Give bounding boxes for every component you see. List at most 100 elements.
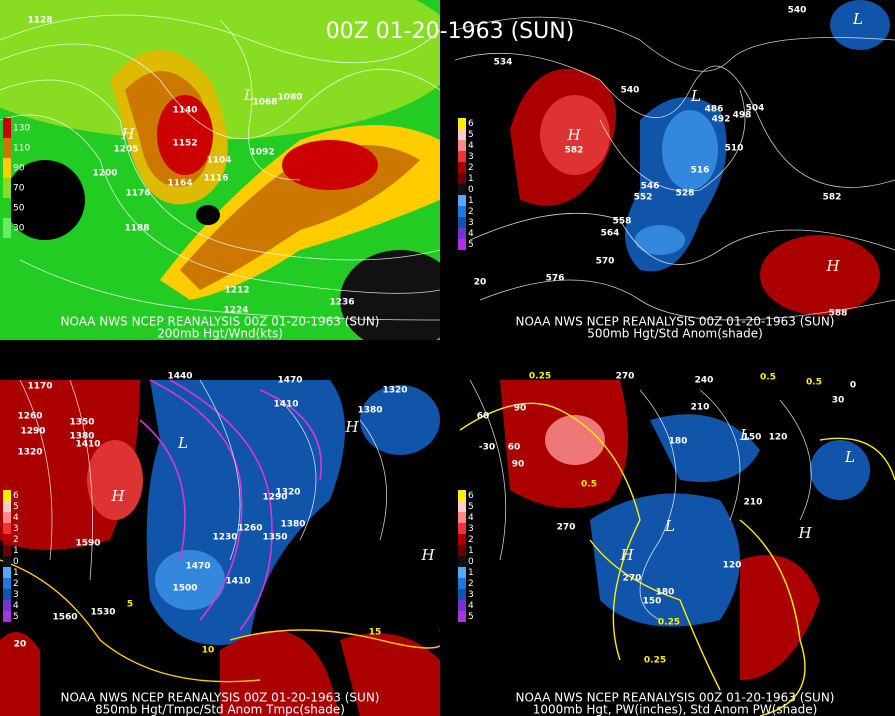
contour-label: 1170 (27, 382, 52, 392)
contour-label: 60 (477, 412, 490, 422)
scale-label: 1 (13, 568, 19, 578)
scale-swatch (458, 195, 466, 206)
contour-label: 1152 (172, 139, 197, 149)
scale-swatch (3, 501, 11, 512)
scale-label: 6 (468, 119, 474, 129)
scale-label: 4 (13, 513, 19, 523)
scale-swatch (458, 129, 466, 140)
contour-label: 210 (744, 498, 763, 508)
contour-label: 588 (829, 309, 848, 319)
scale-swatch (3, 556, 11, 567)
contour-label: 0.25 (658, 618, 680, 628)
scale-swatch (3, 178, 11, 198)
contour-label: 486 (705, 105, 724, 115)
contour-label: 1500 (172, 584, 197, 594)
pressure-center: H (120, 125, 135, 143)
scale-swatch (3, 523, 11, 534)
contour-label: 582 (565, 146, 584, 156)
panel-1000mb-shading (455, 372, 895, 716)
panel-caption: 1000mb Hgt, PW(inches), Std Anom PW(shad… (533, 703, 818, 716)
scale-label: 6 (468, 491, 474, 501)
contour-label: 498 (733, 111, 752, 121)
scale-label: 4 (468, 601, 474, 611)
contour-label: 0 (850, 381, 856, 391)
scale-swatch (458, 578, 466, 589)
scale-label: 1 (468, 568, 474, 578)
scale-label: 3 (468, 524, 474, 534)
contour-label: 1320 (275, 488, 300, 498)
scale-label: 5 (468, 612, 474, 622)
scale-swatch (3, 545, 11, 556)
contour-label: 270 (557, 523, 576, 533)
contour-label: 582 (823, 193, 842, 203)
pressure-center: L (690, 87, 701, 105)
scale-swatch (458, 490, 466, 501)
scale-swatch (3, 512, 11, 523)
contour-label: 1128 (27, 16, 52, 26)
scale-swatch (3, 611, 11, 622)
contour-label: 1260 (17, 412, 42, 422)
contour-label: 1350 (69, 418, 94, 428)
scale-swatch (3, 589, 11, 600)
contour-label: 1205 (113, 145, 138, 155)
contour-label: 558 (613, 217, 632, 227)
scale-swatch (458, 556, 466, 567)
scale-label: 5 (468, 502, 474, 512)
scale-label: 1 (13, 546, 19, 556)
contour-label: 0.25 (529, 372, 551, 382)
contour-label: 150 (743, 433, 762, 443)
contour-label: 15 (369, 628, 382, 638)
contour-label: 90 (512, 460, 525, 470)
pressure-center: L (844, 448, 855, 466)
scale-label: 0 (468, 185, 474, 195)
pressure-center: L (852, 10, 863, 28)
contour-label: 10 (202, 646, 215, 656)
contour-label: 1236 (329, 298, 354, 308)
contour-label: 510 (725, 144, 744, 154)
contour-label: 1230 (212, 533, 237, 543)
scale-swatch (458, 545, 466, 556)
scale-swatch (3, 600, 11, 611)
contour-label: 1350 (262, 533, 287, 543)
panel-caption: 500mb Hgt/Std Anom(shade) (587, 327, 763, 341)
scale-swatch (458, 184, 466, 195)
scale-label: 2 (13, 535, 19, 545)
pressure-center: H (566, 126, 581, 144)
scale-swatch (458, 217, 466, 228)
scale-label: 4 (468, 513, 474, 523)
scale-label: 90 (13, 164, 25, 174)
contour-label: 60 (508, 443, 521, 453)
contour-label: 1164 (167, 179, 192, 189)
scale-swatch (458, 600, 466, 611)
scale-label: 130 (13, 124, 30, 134)
scale-label: 2 (468, 535, 474, 545)
scale-label: 3 (13, 524, 19, 534)
scale-label: 2 (468, 579, 474, 589)
scale-label: 4 (468, 229, 474, 239)
scale-swatch (3, 118, 11, 138)
scale-swatch (458, 589, 466, 600)
pressure-center: H (797, 524, 812, 542)
scale-swatch (458, 567, 466, 578)
pressure-center: L (243, 86, 254, 104)
scale-swatch (3, 218, 11, 238)
pressure-center: L (177, 434, 188, 452)
contour-label: 576 (546, 274, 565, 284)
contour-label: 1470 (185, 562, 210, 572)
contour-label: 180 (656, 588, 675, 598)
scale-label: 5 (468, 240, 474, 250)
panel-source: NOAA NWS NCEP REANALYSIS 00Z 01-20-1963 … (516, 691, 835, 705)
scale-label: 5 (13, 502, 19, 512)
scale-swatch (3, 490, 11, 501)
contour-label: 1068 (252, 98, 277, 108)
contour-label: 1380 (280, 520, 305, 530)
contour-label: 5 (127, 600, 133, 610)
contour-label: 1290 (262, 493, 287, 503)
scale-label: 5 (468, 130, 474, 140)
contour-label: 552 (634, 193, 653, 203)
scale-label: 4 (13, 601, 19, 611)
pressure-center: H (110, 487, 125, 505)
contour-label: 1320 (17, 448, 42, 458)
